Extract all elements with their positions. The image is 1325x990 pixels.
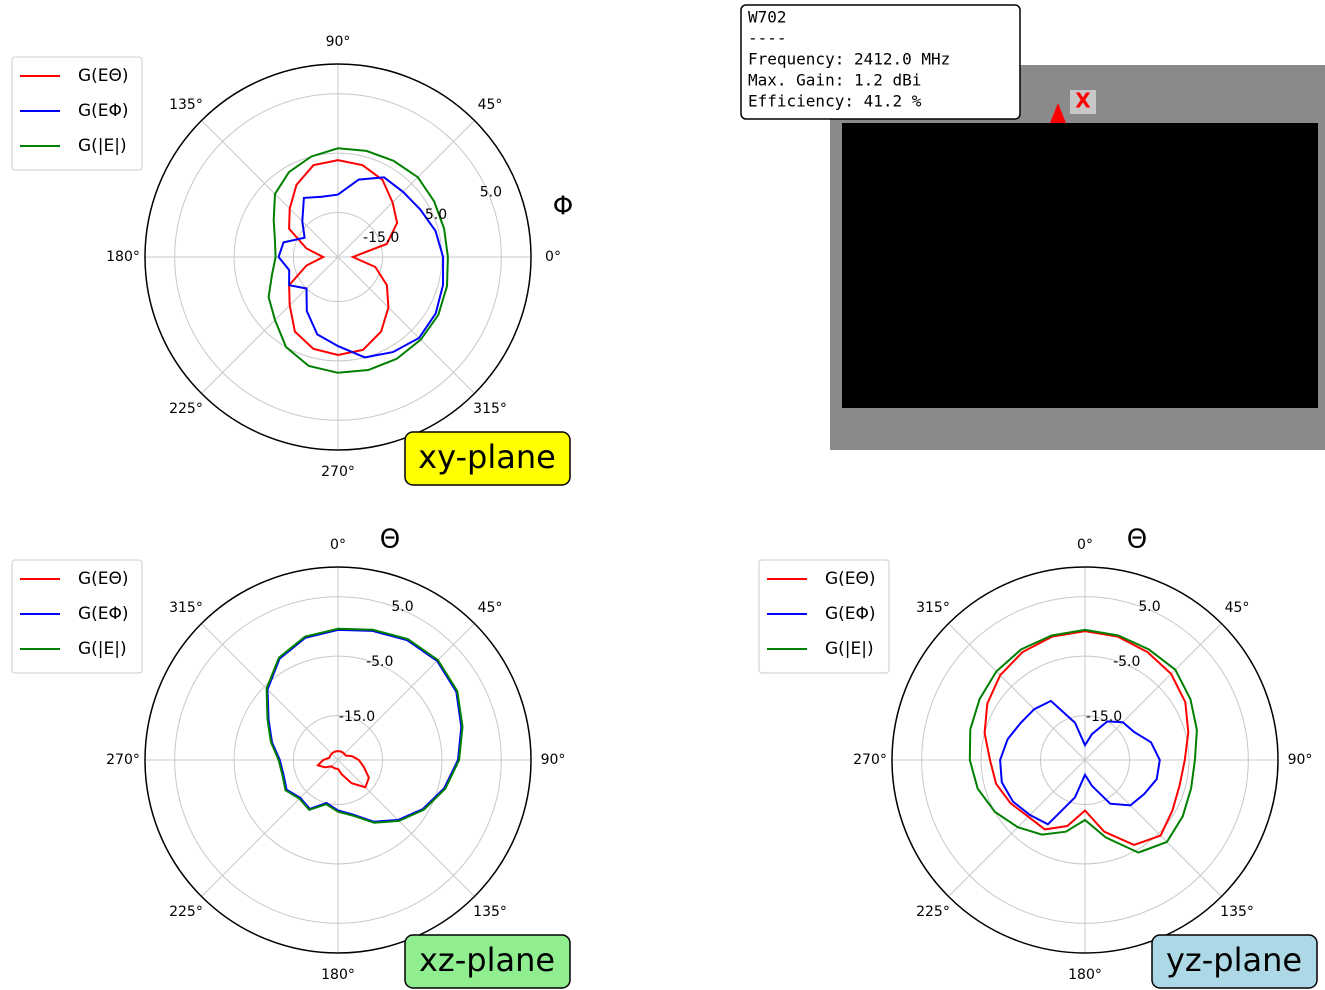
legend-label: G(EΦ) [825,604,876,624]
theta-tick-label: 315° [916,600,950,616]
legend-label: G(|E|) [78,136,127,156]
theta-tick-label: 180° [1068,967,1102,983]
theta-tick-label: 135° [473,904,507,920]
axis-label: Θ [1127,525,1147,555]
theta-tick-label: 315° [169,600,203,616]
theta-tick-label: 225° [169,904,203,920]
r-tick-label: -15.0 [363,230,399,246]
theta-tick-label: 270° [106,752,140,768]
figure: X W702 ---- Frequency: 2412.0 MHz Max. Gain… [0,0,1325,990]
photo-mask [842,123,1318,408]
theta-tick-label: 90° [326,34,351,50]
theta-tick-label: 225° [169,401,203,417]
theta-tick-label: 0° [545,249,561,265]
theta-tick-label: 0° [330,537,346,553]
theta-tick-label: 0° [1077,537,1093,553]
theta-tick-label: 180° [106,249,140,265]
legend-label: G(EΦ) [78,101,129,121]
legend-label: G(|E|) [825,639,874,659]
theta-tick-label: 225° [916,904,950,920]
marker-label: X [1075,89,1091,113]
theta-tick-label: 270° [853,752,887,768]
legend-label: G(EΘ) [825,569,876,589]
theta-tick-label: 45° [478,97,503,113]
r-tick-label: -15.0 [1086,709,1122,725]
legend-label: G(EΦ) [78,604,129,624]
info-line: Efficiency: 41.2 % [748,92,922,111]
r-tick-label: 5.0 [425,207,447,223]
legend-label: G(|E|) [78,639,127,659]
theta-tick-label: 45° [478,600,503,616]
legend-label: G(EΘ) [78,569,129,589]
theta-tick-label: 45° [1225,600,1250,616]
info-line: Max. Gain: 1.2 dBi [748,71,921,90]
info-line: W702 [748,8,787,27]
theta-tick-label: 135° [169,97,203,113]
plane-label: yz-plane [1166,941,1302,979]
theta-tick-label: 135° [1220,904,1254,920]
r-tick-label: 5.0 [391,599,413,615]
plane-label: xz-plane [419,941,555,979]
theta-tick-label: 315° [473,401,507,417]
theta-tick-label: 270° [321,464,355,480]
r-tick-label: 5.0 [1138,599,1160,615]
theta-tick-label: 180° [321,967,355,983]
info-line: Frequency: 2412.0 MHz [748,50,950,69]
axis-label: Φ [553,192,573,222]
info-line: ---- [748,29,787,48]
axis-label: Θ [380,525,400,555]
legend-label: G(EΘ) [78,66,129,86]
r-tick-label: -5.0 [366,654,393,670]
theta-tick-label: 90° [1288,752,1313,768]
plane-label: xy-plane [418,438,556,476]
r-tick-label: 5.0 [480,185,502,201]
r-tick-label: -5.0 [1113,654,1140,670]
r-tick-label: -15.0 [339,709,375,725]
theta-tick-label: 90° [541,752,566,768]
